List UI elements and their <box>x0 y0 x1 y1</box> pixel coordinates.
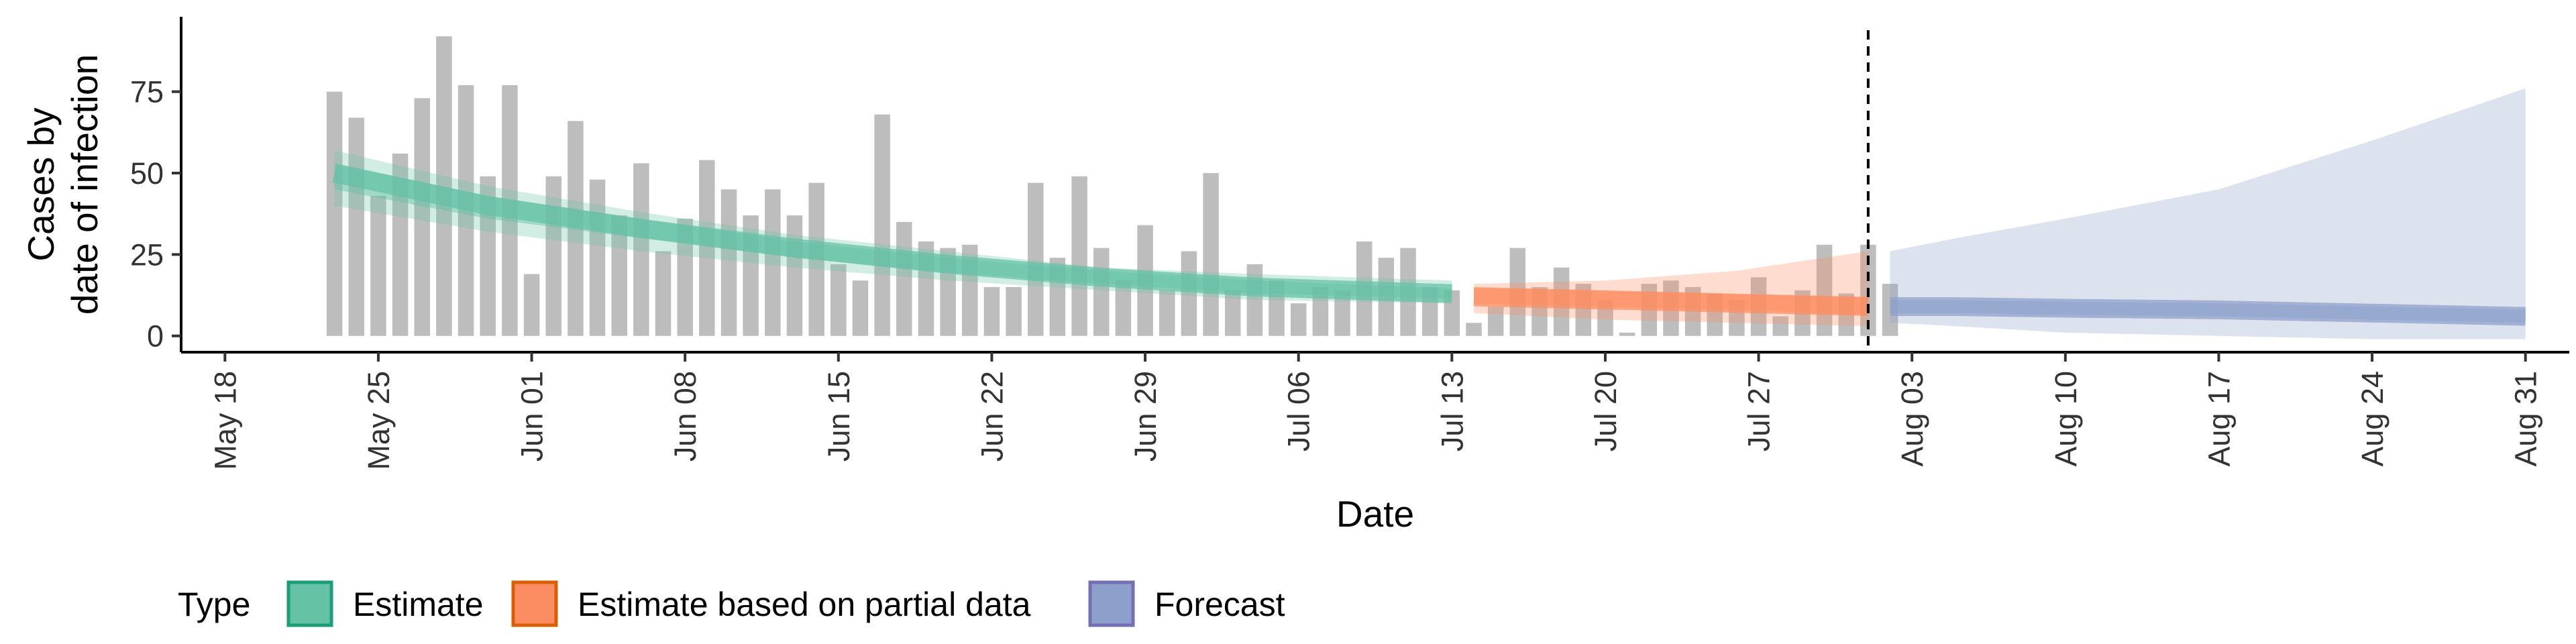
case-bar <box>1290 303 1307 336</box>
case-bar <box>1159 290 1175 336</box>
y-tick-label: 0 <box>147 319 164 354</box>
case-bar <box>1006 286 1022 336</box>
case-bar <box>348 117 365 336</box>
x-tick-label: Aug 10 <box>2049 371 2083 467</box>
x-tick-label: Jun 15 <box>822 371 856 462</box>
case-bar <box>392 153 409 336</box>
case-bar <box>326 91 343 336</box>
legend-title: Type <box>178 586 250 623</box>
x-tick-label: Jun 22 <box>975 371 1009 462</box>
case-bar <box>1028 182 1044 336</box>
legend-key-forecast <box>1088 580 1135 627</box>
case-bar <box>414 98 431 336</box>
axes-layer <box>180 17 2569 354</box>
x-tick-label: Aug 24 <box>2355 371 2390 467</box>
case-bar <box>720 189 737 336</box>
case-bar <box>896 221 912 336</box>
x-tick-label: Aug 03 <box>1895 371 1929 467</box>
case-bar <box>1093 248 1110 336</box>
case-bar <box>677 218 693 336</box>
x-tick-label: Jun 01 <box>515 371 549 462</box>
x-tick-label: May 25 <box>362 371 396 470</box>
y-axis-title-line-1: Cases by <box>20 107 62 262</box>
case-bar <box>1203 173 1219 336</box>
case-bar <box>1181 251 1197 336</box>
case-bar <box>830 264 847 336</box>
case-bar <box>1224 290 1241 336</box>
y-tick-label: 25 <box>130 237 164 272</box>
x-tick-label: Jul 27 <box>1742 371 1776 451</box>
ribbons-layer <box>332 88 2526 339</box>
x-tick-label: Jul 13 <box>1435 371 1469 451</box>
case-bar <box>480 176 496 336</box>
x-axis-title: Date <box>1336 493 1414 535</box>
case-bar <box>1487 307 1504 336</box>
case-bar <box>655 251 672 336</box>
case-bar <box>1466 323 1482 336</box>
case-bar <box>765 189 781 336</box>
case-bar <box>1334 290 1350 336</box>
x-tick-label: Jul 06 <box>1282 371 1316 451</box>
x-tick-label: Jun 08 <box>668 371 702 462</box>
case-bar <box>786 215 803 336</box>
x-tick-label: Jun 29 <box>1128 371 1163 462</box>
y-axis-title-line-2: date of infection <box>64 54 105 315</box>
case-bar <box>1312 286 1329 336</box>
estimate-based-on-partial-data-median-line <box>1473 287 1869 316</box>
legend: Type Estimate Estimate based on partial d… <box>178 580 1285 627</box>
x-ticks: May 18 May 25 Jun 01 Jun 08 Jun 15 Jun 22 Jun … <box>208 352 2543 470</box>
case-bar <box>983 286 1000 336</box>
x-tick-label: May 18 <box>208 371 242 470</box>
y-tick-label: 50 <box>130 156 164 191</box>
case-bar <box>1071 176 1087 336</box>
case-bar <box>436 36 452 336</box>
y-tick-label: 75 <box>130 75 164 109</box>
case-bar <box>611 215 627 336</box>
y-ticks: 0 25 50 75 <box>130 75 181 354</box>
x-tick-label: Aug 17 <box>2202 371 2236 467</box>
case-bar <box>523 274 540 336</box>
legend-key-estimate-based-on-partial-data <box>511 580 558 627</box>
case-bar <box>852 280 869 336</box>
case-bar <box>1619 332 1635 336</box>
legend-label-estimate-based-on-partial-data: Estimate based on partial data <box>578 586 1031 623</box>
x-tick-label: Aug 31 <box>2509 371 2543 467</box>
x-tick-label: Jul 20 <box>1589 371 1623 451</box>
legend-key-estimate <box>286 580 333 627</box>
legend-label-estimate: Estimate <box>353 586 484 623</box>
case-bar <box>1772 316 1788 336</box>
case-bar <box>874 114 890 336</box>
case-bar <box>370 195 386 336</box>
forecast-median-line <box>1890 297 2526 326</box>
forecast-ribbon-90 <box>1890 88 2526 339</box>
case-bar <box>1115 280 1132 336</box>
case-bar <box>633 163 649 336</box>
case-bar <box>589 179 606 336</box>
estimate-median-line <box>332 164 1452 303</box>
case-bar <box>699 160 715 336</box>
legend-label-forecast: Forecast <box>1155 586 1285 623</box>
case-bar <box>568 121 584 336</box>
